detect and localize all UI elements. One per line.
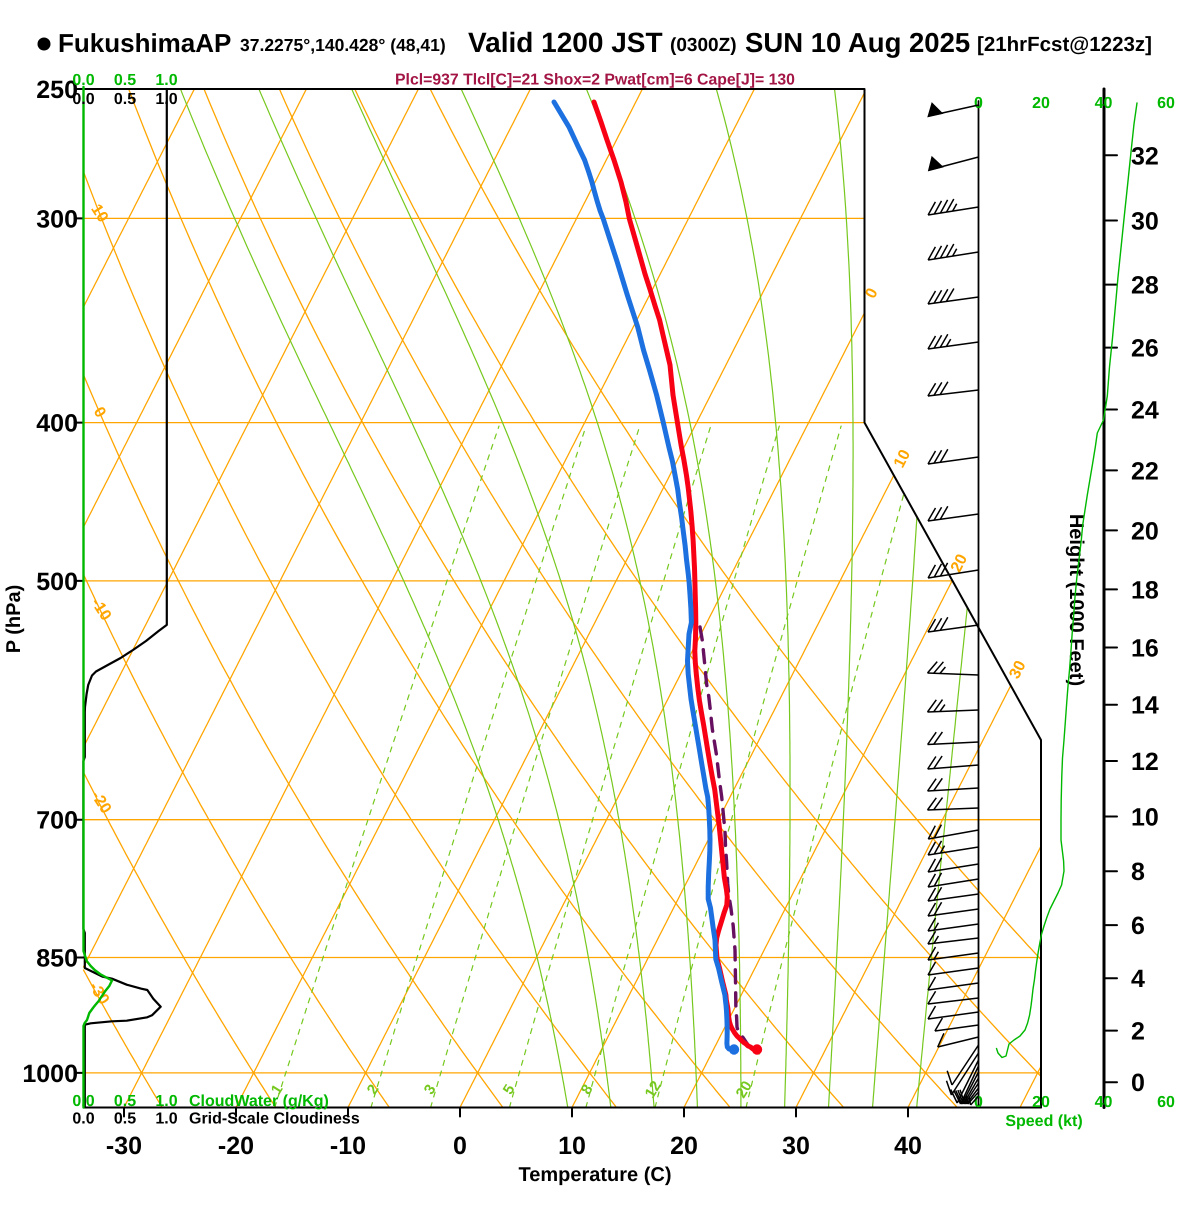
svg-text:-10: -10 — [87, 595, 114, 624]
svg-text:28: 28 — [1131, 272, 1159, 300]
svg-text:0.5: 0.5 — [114, 91, 136, 108]
svg-text:10: 10 — [558, 1132, 586, 1160]
svg-text:Grid-Scale Cloudiness: Grid-Scale Cloudiness — [189, 1111, 360, 1128]
svg-text:0.0: 0.0 — [72, 1111, 94, 1128]
svg-text:250: 250 — [36, 76, 78, 104]
svg-text:Temperature (C): Temperature (C) — [519, 1164, 672, 1186]
svg-text:0.0: 0.0 — [72, 91, 94, 108]
svg-text:10: 10 — [891, 447, 914, 471]
svg-text:500: 500 — [36, 568, 78, 596]
svg-text:60: 60 — [1157, 1094, 1175, 1111]
svg-text:20: 20 — [948, 552, 971, 576]
svg-text:SUN 10 Aug 2025: SUN 10 Aug 2025 — [745, 27, 970, 58]
svg-text:850: 850 — [36, 945, 78, 973]
svg-text:Height (1000 Feet): Height (1000 Feet) — [1065, 514, 1087, 686]
svg-text:8: 8 — [578, 1082, 597, 1098]
svg-text:2: 2 — [1131, 1018, 1145, 1046]
svg-text:-30: -30 — [85, 979, 112, 1008]
svg-text:CloudWater (g/Kg): CloudWater (g/Kg) — [189, 1093, 329, 1110]
svg-text:20: 20 — [733, 1078, 756, 1101]
svg-text:12: 12 — [642, 1078, 665, 1101]
svg-text:[21hrFcst@1223z]: [21hrFcst@1223z] — [977, 33, 1152, 56]
svg-text:0.5: 0.5 — [114, 1111, 136, 1128]
svg-text:60: 60 — [1157, 95, 1175, 112]
svg-text:30: 30 — [782, 1132, 810, 1160]
svg-text:0.0: 0.0 — [72, 1093, 94, 1110]
svg-text:14: 14 — [1131, 692, 1159, 720]
svg-text:30: 30 — [1131, 208, 1159, 236]
svg-text:1000: 1000 — [22, 1060, 78, 1088]
svg-text:20: 20 — [670, 1132, 698, 1160]
svg-text:24: 24 — [1131, 397, 1159, 425]
svg-text:6: 6 — [1131, 912, 1145, 940]
svg-text:3: 3 — [421, 1082, 440, 1098]
svg-text:Valid 1200 JST: Valid 1200 JST — [468, 27, 663, 58]
svg-text:-20: -20 — [87, 788, 114, 817]
svg-text:300: 300 — [36, 205, 78, 233]
svg-text:0.5: 0.5 — [114, 1093, 136, 1110]
svg-text:26: 26 — [1131, 335, 1159, 363]
svg-text:1.0: 1.0 — [155, 1111, 177, 1128]
svg-text:(0300Z): (0300Z) — [670, 35, 737, 56]
svg-text:0.0: 0.0 — [72, 72, 94, 89]
svg-text:0: 0 — [1131, 1069, 1145, 1097]
svg-text:8: 8 — [1131, 858, 1145, 886]
svg-text:20: 20 — [1032, 1094, 1050, 1111]
svg-text:1.0: 1.0 — [155, 1093, 177, 1110]
svg-text:4: 4 — [1131, 965, 1145, 993]
svg-text:P (hPa): P (hPa) — [3, 585, 25, 654]
svg-text:40: 40 — [1095, 95, 1113, 112]
svg-text:32: 32 — [1131, 142, 1159, 170]
svg-text:0: 0 — [90, 404, 109, 421]
svg-text:0.5: 0.5 — [114, 72, 136, 89]
svg-text:0: 0 — [453, 1132, 467, 1160]
svg-text:1.0: 1.0 — [155, 91, 177, 108]
svg-text:-30: -30 — [106, 1132, 142, 1160]
svg-text:10: 10 — [87, 201, 111, 225]
svg-text:1.0: 1.0 — [155, 72, 177, 89]
svg-text:10: 10 — [1131, 804, 1159, 832]
svg-text:30: 30 — [1006, 658, 1029, 682]
svg-text:Plcl=937 Tlcl[C]=21 Shox=2 Pwa: Plcl=937 Tlcl[C]=21 Shox=2 Pwat[cm]=6 Ca… — [395, 72, 795, 89]
svg-text:16: 16 — [1131, 635, 1159, 663]
svg-text:0: 0 — [974, 95, 983, 112]
svg-text:FukushimaAP: FukushimaAP — [58, 28, 231, 58]
svg-text:0: 0 — [974, 1094, 983, 1111]
svg-text:20: 20 — [1032, 95, 1050, 112]
svg-text:Speed (kt): Speed (kt) — [1005, 1113, 1082, 1130]
svg-text:40: 40 — [1095, 1094, 1113, 1111]
svg-text:18: 18 — [1131, 576, 1159, 604]
svg-text:20: 20 — [1131, 517, 1159, 545]
svg-text:-10: -10 — [330, 1132, 366, 1160]
svg-text:37.2275°,140.428° (48,41): 37.2275°,140.428° (48,41) — [240, 35, 446, 55]
svg-text:400: 400 — [36, 410, 78, 438]
svg-text:12: 12 — [1131, 748, 1159, 776]
svg-text:22: 22 — [1131, 457, 1159, 485]
svg-text:40: 40 — [894, 1132, 922, 1160]
svg-text:-20: -20 — [218, 1132, 254, 1160]
svg-text:700: 700 — [36, 807, 78, 835]
